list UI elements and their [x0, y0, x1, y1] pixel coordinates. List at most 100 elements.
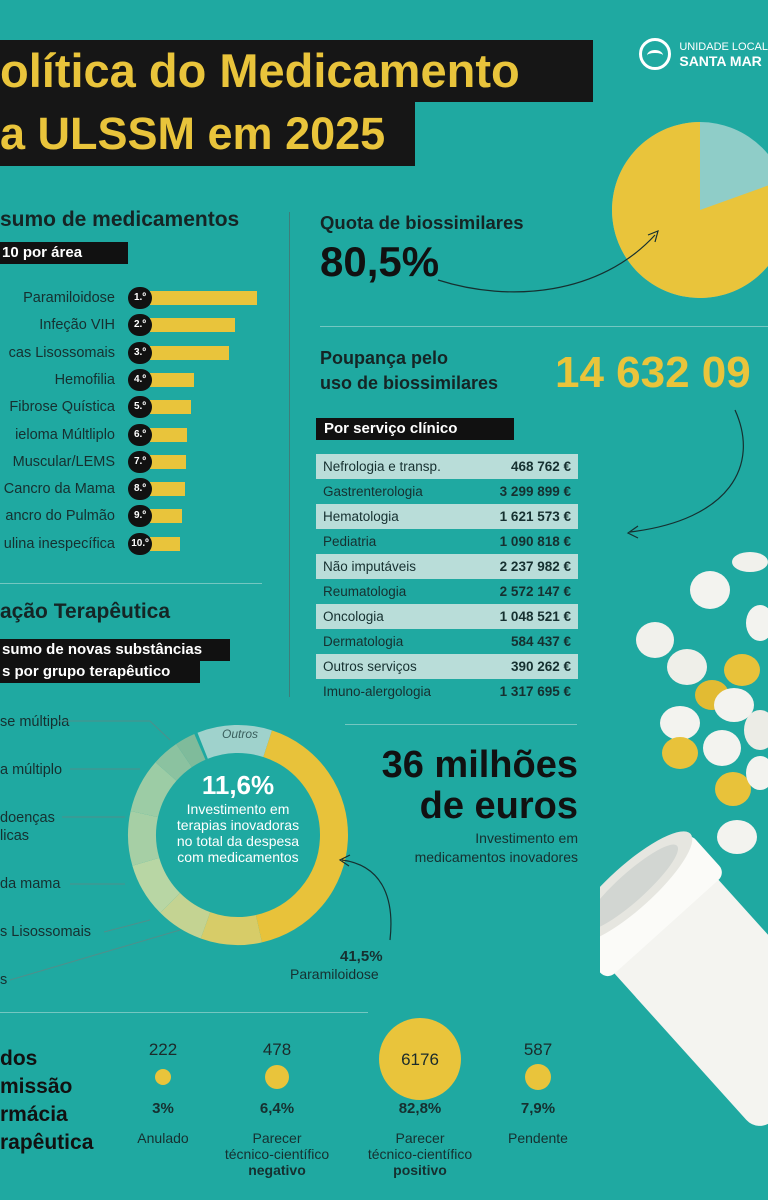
ranking-row: Paramiloidose 1.º: [0, 287, 270, 309]
ranking-label: Muscular/LEMS: [12, 453, 115, 470]
millions-line2: de euros: [419, 785, 578, 827]
service-row: Nefrologia e transp. 468 762 €: [316, 454, 578, 479]
stat-label-line: técnico-científico: [367, 1146, 473, 1162]
stat-label-line: técnico-científico: [224, 1146, 330, 1162]
service-name: Outros serviços: [316, 654, 476, 679]
stat-label-line: Parecer: [252, 1130, 302, 1146]
ranking-badge: 10.º: [128, 532, 152, 555]
stat-label-line: Pendente: [508, 1130, 568, 1146]
service-value: 2 237 982 €: [475, 554, 578, 579]
stat-label-line: negativo: [248, 1162, 306, 1178]
ranking-bar: [150, 482, 186, 497]
innovation-heading: ação Terapêutica: [0, 600, 171, 623]
stat-count: 6176: [401, 1050, 439, 1069]
commission-stat: 478 6,4% Parecer técnico-científico negativo: [217, 1030, 337, 1200]
donut-slice-group: [132, 857, 181, 913]
ranking-label: Infeção VIH: [39, 317, 115, 334]
donut-slice-outros: [197, 725, 272, 759]
donut-center-text: 11,6% Investimento em terapias inovadora…: [168, 770, 308, 865]
stat-label: Pendente: [478, 1130, 598, 1146]
stat-count: 478: [262, 1040, 292, 1059]
ranking-row: ieloma Múltliplo 6.º: [0, 423, 270, 446]
quota-value: 80,5%: [320, 238, 440, 285]
group-label-esclerose: se múltipla: [0, 714, 70, 730]
stat-label-line: Anulado: [137, 1130, 189, 1146]
millions-sub-line2: medicamentos inovadores: [414, 849, 578, 865]
page-title-line1: olítica do Medicamento: [0, 40, 593, 102]
services-table: Nefrologia e transp. 468 762 € Gastrentero…: [316, 454, 578, 704]
ranking-badge: 2.º: [128, 314, 152, 337]
savings-label-line1: Poupança pelo: [320, 348, 449, 368]
service-value: 584 437 €: [510, 634, 571, 649]
ranking-row: Infeção VIH 2.º: [0, 314, 270, 337]
divider-left: [0, 583, 262, 584]
commission-title-line4: rapêutica: [0, 1131, 94, 1154]
service-row: Pediatria 1 090 818 €: [316, 529, 578, 554]
service-row: Outros serviços 390 262 €: [316, 654, 578, 679]
ranking-bar: [150, 536, 180, 551]
innovation-donut-chart: [128, 725, 348, 945]
biosimilar-pie-chart: [612, 122, 768, 298]
logo-icon: [639, 38, 672, 70]
stat-count: 222: [148, 1040, 178, 1059]
service-value: 468 762 €: [475, 454, 578, 479]
commission-stat: 587 7,9% Pendente: [478, 1030, 598, 1200]
ranking-bar: [150, 400, 191, 415]
group-label-doencas: doenças: [0, 810, 55, 826]
stat-pct: 6,4%: [259, 1100, 295, 1117]
stat-count: 587: [523, 1040, 553, 1059]
ranking-label: ancro do Pulmão: [5, 508, 115, 525]
stat-dot: [155, 1069, 171, 1085]
stat-label-line: positivo: [393, 1162, 447, 1178]
service-name: Reumatologia: [323, 584, 407, 599]
ranking-badge: 3.º: [128, 341, 152, 364]
service-row: Dermatologia 584 437 €: [316, 629, 578, 654]
stat-label: Parecer técnico-científico positivo: [360, 1130, 480, 1178]
consumption-ranking: Paramiloidose 1.º Infeção VIH 2.º cas Lisoss…: [0, 287, 280, 558]
stat-pct: 82,8%: [398, 1100, 442, 1117]
service-name: Gastrenterologia: [323, 484, 423, 499]
service-row: Gastrenterologia 3 299 899 €: [316, 479, 578, 504]
group-leader-lines: [9, 720, 181, 981]
service-value: 390 262 €: [475, 654, 578, 679]
commission-title-line3: rmácia: [0, 1103, 68, 1126]
ranking-label: ulina inespecífica: [3, 535, 115, 552]
stat-dot: [525, 1064, 551, 1090]
ranking-label: Fibrose Quística: [9, 399, 115, 416]
ranking-badge: 4.º: [128, 368, 152, 391]
service-value: 1 090 818 €: [499, 534, 571, 549]
consumption-tag: 10 por área: [0, 242, 128, 264]
stat-pct: 7,9%: [520, 1100, 556, 1117]
ranking-bar: [150, 427, 188, 442]
service-tag: Por serviço clínico: [316, 418, 514, 440]
commission-stat: 6176 82,8% Parecer técnico-científico positi…: [360, 1018, 480, 1200]
service-name: Oncologia: [316, 604, 476, 629]
ranking-label: ieloma Múltliplo: [15, 426, 115, 443]
commission-title-line2: missão: [0, 1075, 73, 1098]
divider-quota: [320, 326, 768, 327]
stat-label: Parecer técnico-científico negativo: [217, 1130, 337, 1178]
ranking-bar: [150, 509, 183, 524]
quota-arrow: [437, 229, 659, 293]
pills-bottle-image: [600, 552, 768, 1126]
donut-slice-group: [176, 734, 206, 768]
donut-center-pct: 11,6%: [201, 770, 275, 800]
group-label-outros-left: s: [0, 972, 8, 988]
ranking-label: Hemofilia: [54, 371, 115, 388]
logo-line2: SANTA MAR: [679, 53, 762, 69]
consumption-heading: sumo de medicamentos: [0, 208, 240, 231]
service-value: 1 317 695 €: [499, 684, 571, 699]
commission-stats: 222 3% Anulado 478 6,4% Parecer técnico-cientí…: [120, 1018, 600, 1200]
service-row: Imuno-alergologia 1 317 695 €: [316, 679, 578, 704]
paramiloidose-arrow: [338, 854, 392, 941]
ranking-badge: 7.º: [128, 450, 152, 473]
commission-stat: 222 3% Anulado: [103, 1030, 223, 1200]
service-row: Não imputáveis 2 237 982 €: [316, 554, 578, 579]
ranking-label: Cancro da Mama: [3, 481, 115, 498]
hospital-logo: UNIDADE LOCAL SANTA MAR: [639, 38, 768, 70]
donut-slice-group: [155, 744, 193, 782]
donut-center-desc: Investimento em terapias inovadoras no t…: [176, 801, 300, 865]
service-name: Dermatologia: [323, 634, 404, 649]
ranking-row: ulina inespecífica 10.º: [0, 532, 270, 555]
divider-services: [345, 724, 577, 725]
